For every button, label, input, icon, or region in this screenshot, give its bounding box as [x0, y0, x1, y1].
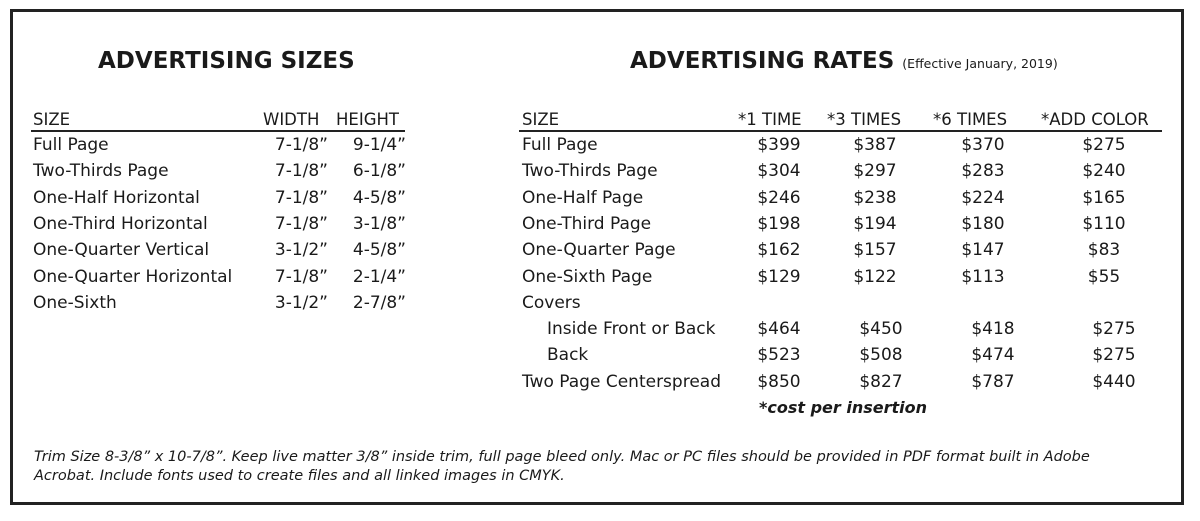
rates-row-6times: $474: [971, 345, 1015, 366]
sizes-row-height: 9-1/4”: [352, 135, 406, 155]
rates-row-size: One-Sixth Page: [522, 266, 653, 287]
rates-row-size: Two-Thirds Page: [522, 161, 658, 182]
rates-header-6times: *6 TIMES: [933, 110, 1008, 129]
rates-row-3times: $157: [853, 240, 897, 261]
sizes-row-height: 2-7/8”: [352, 292, 406, 313]
rates-row-1time: $129: [757, 266, 801, 287]
sizes-row-width: 3-1/2”: [274, 292, 328, 313]
page-frame: [10, 9, 1184, 505]
sizes-row-width: 7-1/8”: [274, 135, 328, 155]
rates-row-3times: $122: [853, 266, 897, 287]
rates-row-size: One-Half Page: [522, 187, 644, 208]
sizes-row-size: One-Quarter Horizontal: [33, 266, 233, 287]
sizes-row-height: 6-1/8”: [352, 161, 406, 182]
rates-row-size: Covers: [522, 292, 581, 313]
rates-row-size: Inside Front or Back: [547, 319, 716, 340]
rates-row-6times: $147: [961, 240, 1005, 261]
rates-row-1time: $304: [757, 161, 801, 182]
rates-row-size: Back: [547, 345, 589, 366]
rates-row-3times: $827: [859, 371, 903, 392]
rates-row-1time: $464: [757, 319, 801, 340]
cost-note: *cost per insertion: [759, 398, 928, 417]
sizes-row-width: 7-1/8”: [274, 266, 328, 287]
rates-row-3times: $238: [853, 187, 897, 208]
rates-row-add-color: $440: [1092, 371, 1136, 392]
sizes-row-size: One-Quarter Vertical: [33, 240, 210, 261]
rates-row-add-color: $240: [1082, 161, 1126, 182]
rates-row-3times: $450: [859, 319, 903, 340]
rates-header-size: SIZE: [522, 110, 560, 129]
rates-row-add-color: $275: [1082, 135, 1126, 155]
sizes-row-height: 4-5/8”: [352, 187, 406, 208]
rates-title-text: ADVERTISING RATES: [630, 48, 895, 74]
sizes-row-width: 7-1/8”: [274, 187, 328, 208]
rates-row-6times: $418: [971, 319, 1015, 340]
sizes-row-height: 3-1/8”: [352, 213, 406, 234]
sizes-header-size: SIZE: [33, 110, 71, 129]
rates-header-rule: [519, 130, 1162, 132]
sizes-row-size: Full Page: [33, 135, 109, 155]
rates-header-3times: *3 TIMES: [827, 110, 902, 129]
sizes-row-size: One-Half Horizontal: [33, 187, 200, 208]
footer-note: Trim Size 8-3/8” x 10-7/8”. Keep live ma…: [34, 449, 1090, 484]
rates-row-add-color: $275: [1092, 319, 1136, 340]
sizes-header-width: WIDTH: [263, 110, 320, 129]
sizes-row-height: 4-5/8”: [352, 240, 406, 261]
rates-row-1time: $162: [757, 240, 801, 261]
rates-title: ADVERTISING RATES (Effective January, 20…: [630, 48, 1058, 74]
rates-row-6times: $180: [961, 213, 1005, 234]
rates-row-3times: $508: [859, 345, 903, 366]
rates-row-size: Two Page Centerspread: [522, 371, 721, 392]
sizes-row-size: One-Third Horizontal: [33, 213, 208, 234]
rates-row-size: One-Third Page: [522, 213, 652, 234]
rates-row-6times: $224: [961, 187, 1005, 208]
sizes-row-width: 3-1/2”: [274, 240, 328, 261]
rates-header-add-color: *ADD COLOR: [1041, 110, 1149, 129]
sizes-row-width: 7-1/8”: [274, 161, 328, 182]
rates-row-3times: $387: [853, 135, 897, 155]
sizes-row-size: One-Sixth: [33, 292, 117, 313]
rates-row-size: Full Page: [522, 135, 598, 155]
sizes-header-rule: [31, 130, 405, 132]
rates-row-6times: $113: [961, 266, 1005, 287]
rates-row-6times: $283: [961, 161, 1005, 182]
rates-row-size: One-Quarter Page: [522, 240, 676, 261]
rates-row-add-color: $165: [1082, 187, 1126, 208]
rates-row-1time: $523: [757, 345, 801, 366]
rates-row-1time: $246: [757, 187, 801, 208]
rates-row-add-color: $110: [1082, 213, 1126, 234]
rates-subtitle: (Effective January, 2019): [902, 56, 1058, 71]
rates-row-add-color: $55: [1087, 266, 1121, 287]
sizes-row-size: Two-Thirds Page: [33, 161, 169, 182]
rates-row-1time: $850: [757, 371, 801, 392]
rates-row-6times: $787: [971, 371, 1015, 392]
rates-row-3times: $297: [853, 161, 897, 182]
rates-row-add-color: $83: [1087, 240, 1121, 261]
sizes-header-height: HEIGHT: [336, 110, 399, 129]
rates-row-6times: $370: [961, 135, 1005, 155]
sizes-row-width: 7-1/8”: [274, 213, 328, 234]
sizes-row-height: 2-1/4”: [352, 266, 406, 287]
rates-row-3times: $194: [853, 213, 897, 234]
rates-row-1time: $198: [757, 213, 801, 234]
rates-header-1time: *1 TIME: [738, 110, 802, 129]
rates-row-1time: $399: [757, 135, 801, 155]
sizes-title: ADVERTISING SIZES: [98, 48, 355, 74]
rates-row-add-color: $275: [1092, 345, 1136, 366]
